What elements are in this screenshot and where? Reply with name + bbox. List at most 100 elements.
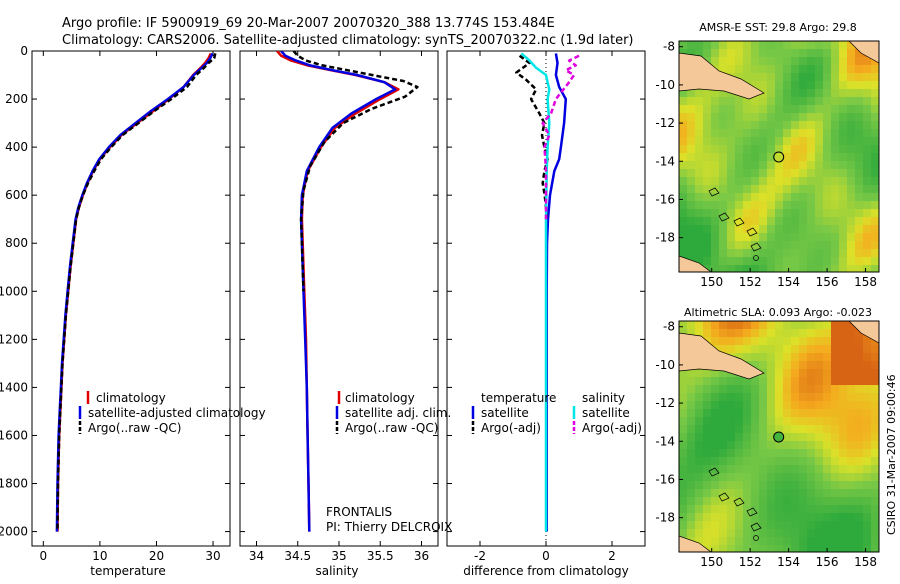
heatmap-cell [823, 385, 832, 394]
heatmap-cell [815, 345, 824, 354]
heatmap-cell [847, 401, 856, 410]
heatmap-cell [767, 161, 776, 170]
heatmap-cell [847, 185, 856, 194]
heatmap-cell [807, 73, 816, 82]
heatmap-cell [727, 457, 736, 466]
heatmap-cell [871, 249, 879, 258]
heatmap-cell [831, 97, 840, 106]
heatmap-cell [871, 65, 879, 74]
heatmap-cell [719, 105, 728, 114]
heatmap-cell [791, 369, 800, 378]
heatmap-cell [783, 433, 792, 442]
legend-label: Argo(..raw -QC) [345, 421, 438, 435]
heatmap-cell [743, 233, 752, 242]
y-tick-label: 800 [5, 236, 28, 250]
heatmap-cell [807, 385, 816, 394]
x-tick-label: 154 [777, 275, 800, 289]
heatmap-cell [855, 377, 864, 386]
x-tick-label: 34.5 [284, 549, 311, 563]
heatmap-cell [775, 249, 784, 258]
heatmap-cell [807, 217, 816, 226]
heatmap-cell [791, 425, 800, 434]
heatmap-cell [791, 73, 800, 82]
heatmap-cell [839, 161, 848, 170]
heatmap-cell [791, 433, 800, 442]
heatmap-cell [679, 201, 688, 210]
heatmap-cell [863, 425, 872, 434]
heatmap-cell [815, 241, 824, 250]
heatmap-cell [783, 337, 792, 346]
heatmap-cell [751, 537, 760, 546]
heatmap-cell [799, 137, 808, 146]
heatmap-cell [687, 529, 696, 538]
heatmap-cell [759, 497, 768, 506]
heatmap-cell [815, 249, 824, 258]
heatmap-cell [855, 537, 864, 546]
heatmap-cell [799, 169, 808, 178]
legend-label: satellite-adjusted climatology [88, 406, 266, 420]
project-label: FRONTALIS [326, 505, 392, 519]
heatmap-cell [735, 545, 744, 552]
heatmap-cell [807, 161, 816, 170]
heatmap-cell [751, 417, 760, 426]
heatmap-cell [719, 473, 728, 482]
heatmap-cell [847, 465, 856, 474]
heatmap-cell [687, 505, 696, 514]
heatmap-cell [783, 81, 792, 90]
salinity-axes: 34 34.5 35 35.5 36 [240, 50, 438, 563]
heatmap-cell [687, 441, 696, 450]
heatmap-cell [703, 177, 712, 186]
heatmap-cell [799, 505, 808, 514]
heatmap-cell [791, 129, 800, 138]
heatmap-cell [855, 345, 864, 354]
heatmap-cell [863, 57, 872, 66]
heatmap-cell [743, 193, 752, 202]
heatmap-cell [695, 465, 704, 474]
heatmap-cell [807, 81, 816, 90]
heatmap-cell [823, 145, 832, 154]
heatmap-cell [871, 89, 879, 98]
heatmap-cell [847, 121, 856, 130]
heatmap-cell [839, 353, 848, 362]
legend-label: Argo(..raw -QC) [88, 421, 181, 435]
heatmap-cell [783, 73, 792, 82]
heatmap-cell [815, 409, 824, 418]
heatmap-cell [839, 417, 848, 426]
heatmap-cell [759, 489, 768, 498]
heatmap-cell [767, 169, 776, 178]
heatmap-cell [839, 249, 848, 258]
x-tick-label: 158 [854, 275, 877, 289]
heatmap-cell [711, 321, 720, 330]
heatmap-cell [815, 505, 824, 514]
heatmap-cell [791, 409, 800, 418]
heatmap-cell [855, 185, 864, 194]
heatmap-cell [855, 529, 864, 538]
heatmap-cell [751, 489, 760, 498]
heatmap-cell [751, 529, 760, 538]
heatmap-cell [687, 481, 696, 490]
heatmap-cell [815, 513, 824, 522]
heatmap-cell [727, 393, 736, 402]
heatmap-cell [783, 49, 792, 58]
heatmap-cell [863, 345, 872, 354]
heatmap-cell [775, 145, 784, 154]
heatmap-cell [783, 97, 792, 106]
heatmap-cell [743, 425, 752, 434]
heatmap-cell [783, 441, 792, 450]
heatmap-cell [719, 441, 728, 450]
heatmap-cell [823, 417, 832, 426]
landmass [679, 535, 712, 552]
heatmap-cell [831, 529, 840, 538]
reef-outline [750, 242, 762, 252]
heatmap-cell [687, 521, 696, 530]
heatmap-cell [839, 225, 848, 234]
heatmap-cell [863, 497, 872, 506]
heatmap-cell [871, 177, 879, 186]
salinity-panel-frame [239, 50, 439, 547]
heatmap-cell [711, 49, 720, 58]
heatmap-cell [839, 193, 848, 202]
heatmap-cell [863, 337, 872, 346]
heatmap-cell [775, 409, 784, 418]
heatmap-cell [871, 185, 879, 194]
heatmap-cell [823, 89, 832, 98]
